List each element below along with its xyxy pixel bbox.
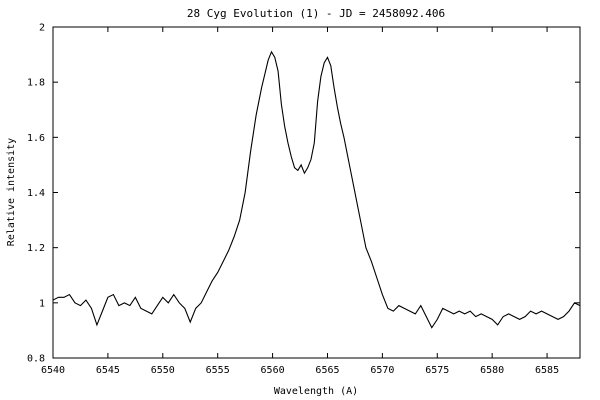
y-tick-label: 1.8 [27, 78, 45, 89]
x-tick-label: 6570 [370, 365, 394, 376]
x-tick-label: 6540 [41, 365, 65, 376]
y-axis: 0.8 1 1.2 1.4 1.6 1.8 2 [27, 23, 580, 365]
x-axis-label: Wavelength (A) [274, 386, 358, 397]
plot-area [52, 26, 581, 359]
x-tick-label: 6545 [96, 365, 120, 376]
y-tick-label: 1.4 [27, 188, 45, 199]
y-axis-label: Relative intensity [6, 138, 17, 246]
x-tick-label: 6565 [315, 365, 339, 376]
y-tick-label: 2 [39, 23, 45, 34]
x-tick-label: 6575 [425, 365, 449, 376]
x-axis: 6540 6545 6550 6555 6560 6565 6570 6575 6580 6585 [41, 27, 559, 376]
x-tick-label: 6555 [206, 365, 230, 376]
x-tick-label: 6560 [261, 365, 285, 376]
plot-border [52, 26, 581, 359]
series-line-spectrum [52, 50, 581, 329]
x-tick-label: 6550 [151, 365, 175, 376]
y-tick-label: 1.6 [27, 133, 45, 144]
y-tick-label: 1 [39, 298, 45, 309]
chart-title: 28 Cyg Evolution (1) - JD = 2458092.406 [187, 7, 445, 20]
x-tick-label: 6585 [535, 365, 559, 376]
y-tick-label: 1.2 [27, 243, 45, 254]
y-tick-label: 0.8 [27, 354, 45, 365]
x-tick-label: 6580 [480, 365, 504, 376]
